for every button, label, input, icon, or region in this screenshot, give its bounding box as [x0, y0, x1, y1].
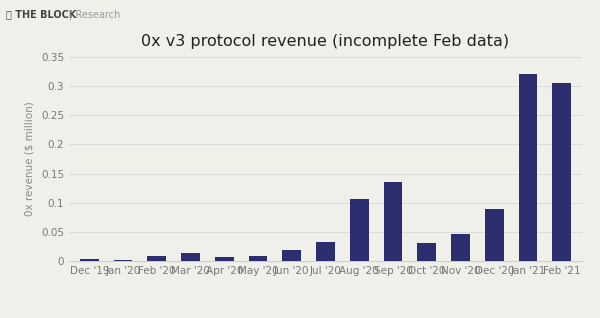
Bar — [80, 259, 98, 261]
Bar — [283, 250, 301, 261]
Bar — [249, 256, 267, 261]
Bar — [215, 257, 233, 261]
Bar — [316, 242, 335, 261]
Bar — [418, 243, 436, 261]
Title: 0x v3 protocol revenue (incomplete Feb data): 0x v3 protocol revenue (incomplete Feb d… — [142, 34, 509, 49]
Bar — [451, 234, 470, 261]
Bar — [485, 209, 503, 261]
Bar — [519, 73, 537, 261]
Text: | Research: | Research — [69, 10, 121, 20]
Bar — [384, 182, 402, 261]
Bar — [181, 253, 200, 261]
Bar — [350, 199, 368, 261]
Bar — [114, 259, 132, 261]
Bar — [553, 83, 571, 261]
Y-axis label: 0x revenue ($ million): 0x revenue ($ million) — [24, 102, 34, 216]
Bar — [148, 256, 166, 261]
Text: Ⓑ THE BLOCK: Ⓑ THE BLOCK — [6, 10, 76, 19]
